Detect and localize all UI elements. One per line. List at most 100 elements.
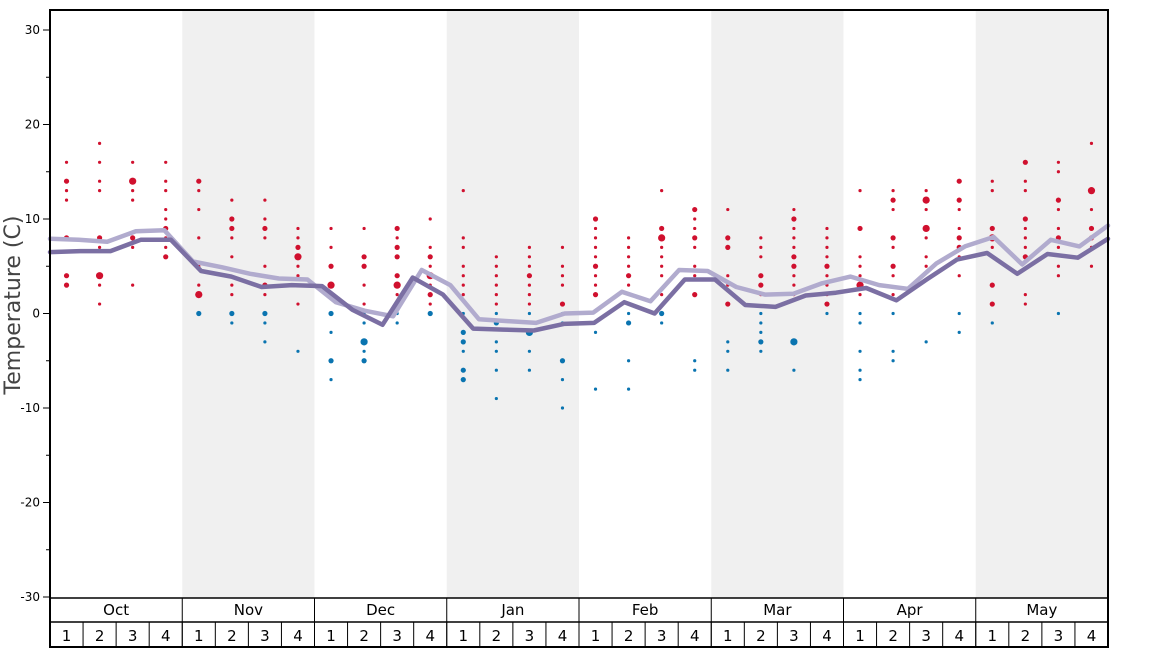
warm-dot: [957, 274, 961, 278]
week-label: 4: [161, 627, 171, 645]
warm-dot: [296, 264, 300, 268]
warm-dot: [131, 198, 135, 202]
warm-dot: [559, 301, 566, 307]
warm-dot: [1056, 245, 1061, 249]
warm-dot: [626, 264, 631, 268]
week-label: 1: [723, 627, 733, 645]
cold-dot: [626, 311, 631, 316]
warm-dot: [1023, 236, 1027, 240]
warm-dot: [131, 283, 135, 287]
cold-dot: [559, 358, 566, 364]
cold-dot: [494, 311, 498, 316]
cold-dot: [593, 330, 598, 334]
y-tick-label: -30: [20, 590, 40, 604]
warm-dot: [726, 207, 730, 212]
warm-dot: [660, 189, 664, 193]
warm-dot: [427, 292, 433, 298]
warm-dot: [792, 245, 796, 249]
warm-dot: [891, 293, 895, 297]
cold-dot: [726, 368, 730, 372]
warm-dot: [394, 225, 400, 232]
warm-dot: [592, 263, 599, 269]
cold-dot: [759, 311, 763, 316]
week-label: 2: [492, 627, 502, 645]
warm-dot: [560, 264, 565, 268]
warm-dot: [263, 217, 267, 221]
warm-dot: [97, 179, 102, 183]
cold-dot: [792, 368, 796, 372]
warm-dot: [792, 283, 796, 287]
warm-dot: [858, 293, 862, 297]
warm-dot: [890, 263, 896, 269]
month-label: Nov: [234, 601, 263, 619]
warm-dot: [1023, 245, 1027, 249]
warm-dot: [924, 189, 928, 193]
warm-dot: [97, 189, 102, 193]
warm-dot: [693, 226, 697, 231]
warm-dot: [527, 245, 532, 249]
week-label: 4: [425, 627, 435, 645]
warm-dot: [263, 264, 267, 268]
warm-dot: [1055, 197, 1062, 203]
cold-dot: [262, 310, 268, 317]
warm-dot: [230, 293, 234, 297]
warm-dot: [825, 274, 829, 278]
cold-dot: [626, 359, 631, 363]
month-label: Oct: [103, 601, 129, 619]
week-label: 1: [194, 627, 204, 645]
week-label: 4: [293, 627, 303, 645]
cold-dot: [990, 321, 994, 325]
warm-dot: [924, 207, 928, 212]
warm-dot: [560, 245, 565, 249]
warm-dot: [626, 245, 631, 249]
week-label: 1: [855, 627, 865, 645]
month-label: Apr: [897, 601, 924, 619]
warm-dot: [692, 235, 698, 241]
warm-dot: [362, 302, 366, 306]
warm-dot: [792, 274, 796, 278]
cold-dot: [659, 310, 665, 317]
week-label: 1: [591, 627, 601, 645]
warm-dot: [693, 264, 697, 268]
cold-dot: [527, 349, 532, 353]
y-tick-label: 20: [25, 118, 40, 132]
cold-dot: [957, 311, 961, 316]
cold-dot: [759, 330, 763, 334]
warm-dot: [990, 245, 994, 249]
warm-dot: [229, 225, 235, 232]
warm-dot: [461, 264, 465, 268]
warm-dot: [494, 264, 498, 268]
cold-dot: [362, 349, 366, 353]
cold-dot: [263, 340, 267, 344]
cold-dot: [858, 378, 862, 382]
cold-dot: [891, 311, 895, 316]
cold-dot: [494, 368, 498, 372]
warm-dot: [197, 236, 201, 240]
cold-dot: [560, 406, 565, 410]
warm-dot: [1089, 207, 1094, 212]
cold-dot: [858, 321, 862, 325]
cold-dot: [329, 378, 333, 382]
x-axis: Oct 1 2 3 4 Nov 1 2 3 4 Dec 1 2 3 4 Jan 1 2 3 4 Feb 1 2 3 4 Mar 1 2…: [49, 597, 1109, 647]
warm-dot: [825, 236, 829, 240]
cold-dot: [957, 330, 961, 334]
warm-dot: [362, 283, 366, 287]
warm-dot: [461, 283, 465, 287]
warm-dot: [1023, 226, 1027, 231]
warm-dot: [593, 283, 598, 287]
cold-dot: [229, 310, 235, 317]
warm-dot: [858, 189, 862, 193]
warm-dot: [263, 236, 267, 240]
cold-dot: [329, 330, 333, 334]
warm-dot: [1089, 141, 1094, 145]
week-label: 4: [1087, 627, 1097, 645]
warm-dot: [693, 274, 697, 278]
warm-dot: [64, 189, 69, 193]
cold-dot: [891, 359, 895, 363]
warm-dot: [560, 274, 565, 278]
cold-dot: [360, 338, 368, 346]
cold-dot: [263, 321, 267, 325]
warm-dot: [660, 245, 664, 249]
warm-dot: [625, 273, 632, 279]
warm-dot: [924, 236, 928, 240]
